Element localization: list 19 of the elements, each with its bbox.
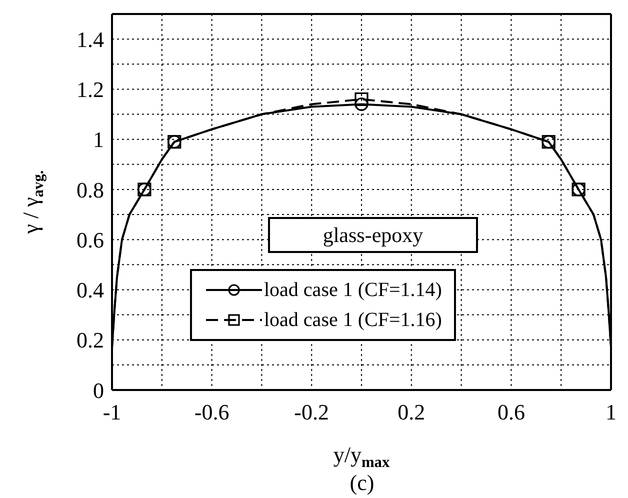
text: (c) — [348, 470, 376, 496]
x-tick-label: -0.6 — [194, 400, 230, 425]
label-box: glass-epoxy — [268, 217, 478, 253]
y-tick-label: 0 — [93, 378, 104, 403]
x-tick-label: 0.6 — [497, 400, 525, 425]
y-tick-label: 0.8 — [76, 177, 104, 202]
y-tick-label: 0.6 — [76, 227, 104, 252]
x-axis-title: y/y$_{max}$ — [333, 442, 390, 472]
x-tick-label: 1 — [606, 400, 616, 425]
y-tick-label: 0.2 — [76, 328, 104, 353]
legend-label: load case 1 (CF=1.14) — [264, 278, 442, 303]
x-tick-label: -1 — [102, 400, 122, 425]
x-tick-label: -0.2 — [294, 400, 330, 425]
y-tick-label: 1 — [93, 127, 104, 152]
y-tick-label: 0.4 — [76, 278, 104, 303]
legend-label: load case 1 (CF=1.16) — [264, 308, 442, 333]
y-tick-label: 1.2 — [76, 77, 104, 102]
x-tick-label: 0.2 — [398, 400, 426, 425]
y-tick-label: 1.4 — [76, 26, 104, 52]
